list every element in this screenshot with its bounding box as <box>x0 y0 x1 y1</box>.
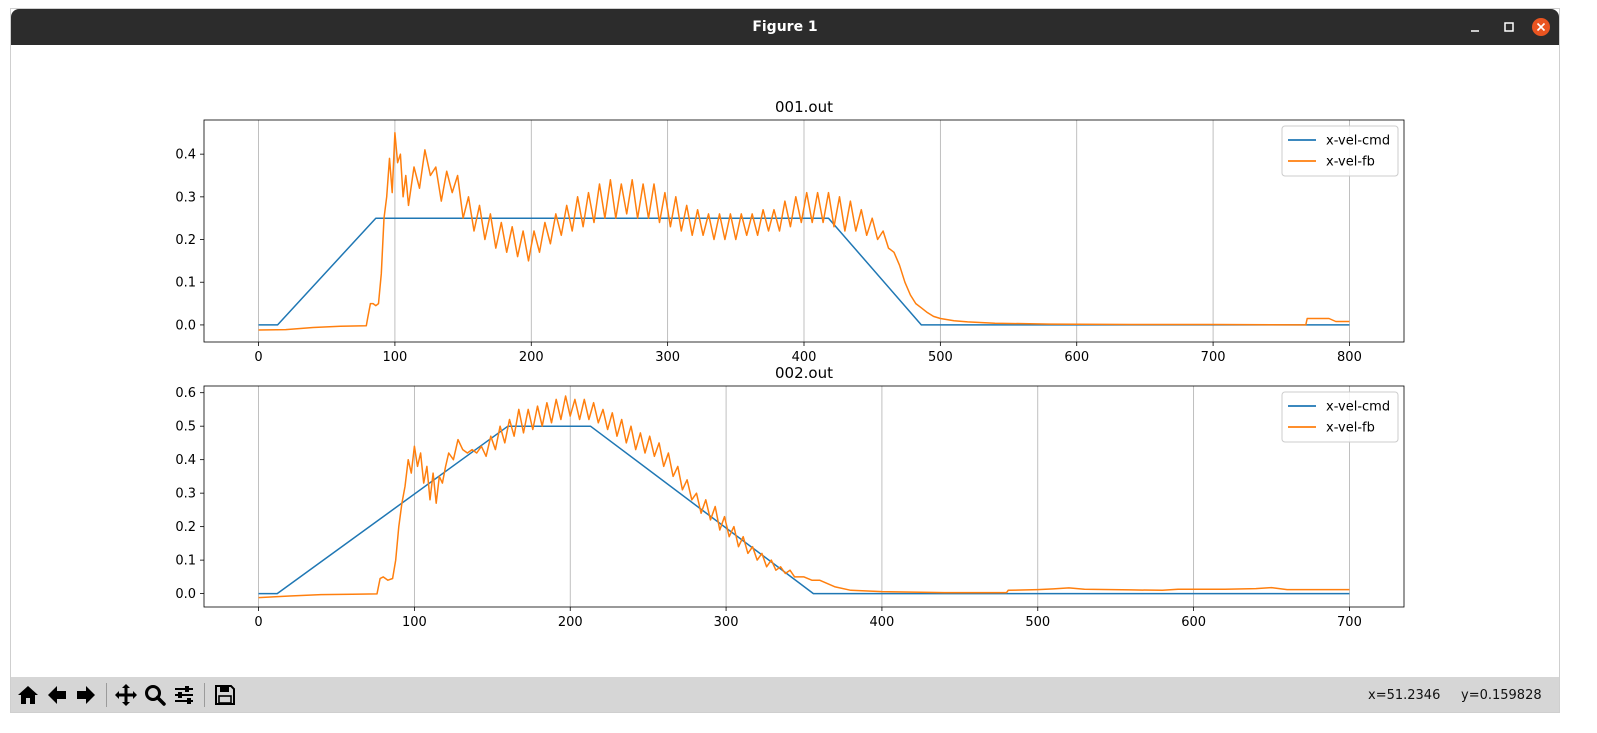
y-tick-label: 0.3 <box>175 487 196 502</box>
y-tick-label: 0.1 <box>175 276 196 291</box>
series-line-x-vel-fb <box>259 396 1350 598</box>
x-tick-label: 200 <box>519 350 544 365</box>
home-icon <box>16 683 40 707</box>
y-tick-label: 0.3 <box>175 190 196 205</box>
save-icon <box>213 683 237 707</box>
y-tick-label: 0.0 <box>175 318 196 333</box>
maximize-button[interactable] <box>1499 17 1519 37</box>
toolbar-separator <box>106 683 107 707</box>
maximize-icon <box>1499 17 1519 37</box>
figure-svg: 0 100 200 300 400 500 600 700 800 0.0 0.1 0.2 0.3 0.4… <box>11 45 1560 677</box>
forward-button[interactable] <box>72 681 100 709</box>
x-tick-label: 800 <box>1337 350 1362 365</box>
save-button[interactable] <box>211 681 239 709</box>
axes-frame <box>204 386 1404 607</box>
legend-label: x-vel-cmd <box>1326 134 1390 149</box>
legend: x-vel-cmd x-vel-fb <box>1282 392 1398 442</box>
configure-subplots-button[interactable] <box>170 681 198 709</box>
legend: x-vel-cmd x-vel-fb <box>1282 126 1398 176</box>
chart-title: 001.out <box>775 98 833 116</box>
home-button[interactable] <box>14 681 42 709</box>
window-title: Figure 1 <box>11 9 1559 45</box>
x-tick-label: 600 <box>1181 615 1206 630</box>
series-line-x-vel-cmd <box>259 426 1350 593</box>
x-tick-label: 500 <box>928 350 953 365</box>
x-tick-label: 600 <box>1064 350 1089 365</box>
pan-icon <box>114 683 138 707</box>
zoom-button[interactable] <box>141 681 169 709</box>
legend-label: x-vel-fb <box>1326 155 1375 170</box>
y-tick-label: 0.2 <box>175 233 196 248</box>
back-button[interactable] <box>43 681 71 709</box>
x-tick-label: 100 <box>382 350 407 365</box>
x-coordinate-readout: x=51.2346 <box>1368 677 1440 713</box>
zoom-icon <box>143 683 167 707</box>
minimize-button[interactable] <box>1465 17 1485 37</box>
x-tick-label: 700 <box>1337 615 1362 630</box>
configure-subplots-icon <box>172 683 196 707</box>
x-tick-label: 400 <box>870 615 895 630</box>
y-coordinate-readout: y=0.159828 <box>1461 677 1542 713</box>
title-bar[interactable]: Figure 1 <box>11 9 1559 45</box>
figure-canvas[interactable]: 0 100 200 300 400 500 600 700 800 0.0 0.1 0.2 0.3 0.4… <box>11 45 1560 677</box>
y-tick-label: 0.1 <box>175 554 196 569</box>
close-button[interactable] <box>1531 17 1551 37</box>
figure-window: Figure 1 0 100 200 300 400 500 600 700 800 0.0 0.1… <box>10 8 1560 713</box>
x-tick-label: 300 <box>655 350 680 365</box>
legend-label: x-vel-fb <box>1326 421 1375 436</box>
toolbar-separator <box>204 683 205 707</box>
close-icon <box>1531 17 1551 37</box>
x-tick-label: 0 <box>254 350 262 365</box>
x-tick-label: 300 <box>714 615 739 630</box>
navigation-toolbar: x=51.2346 y=0.159828 <box>11 677 1559 713</box>
back-icon <box>45 683 69 707</box>
y-tick-label: 0.4 <box>175 148 196 163</box>
minimize-icon <box>1465 17 1485 37</box>
x-tick-label: 100 <box>402 615 427 630</box>
x-tick-label: 400 <box>792 350 817 365</box>
y-tick-label: 0.4 <box>175 453 196 468</box>
subplot-2: 0 100 200 300 400 500 600 700 0.0 0.1 0.2 0.3 0.4 0.5… <box>175 364 1404 630</box>
y-tick-label: 0.2 <box>175 520 196 535</box>
x-tick-label: 200 <box>558 615 583 630</box>
subplot-1: 0 100 200 300 400 500 600 700 800 0.0 0.1 0.2 0.3 0.4… <box>175 98 1404 365</box>
y-tick-label: 0.0 <box>175 587 196 602</box>
y-tick-label: 0.5 <box>175 420 196 435</box>
legend-label: x-vel-cmd <box>1326 400 1390 415</box>
x-tick-label: 500 <box>1025 615 1050 630</box>
x-tick-label: 0 <box>254 615 262 630</box>
y-tick-label: 0.6 <box>175 386 196 401</box>
pan-button[interactable] <box>112 681 140 709</box>
forward-icon <box>74 683 98 707</box>
chart-title: 002.out <box>775 364 833 382</box>
x-tick-label: 700 <box>1201 350 1226 365</box>
